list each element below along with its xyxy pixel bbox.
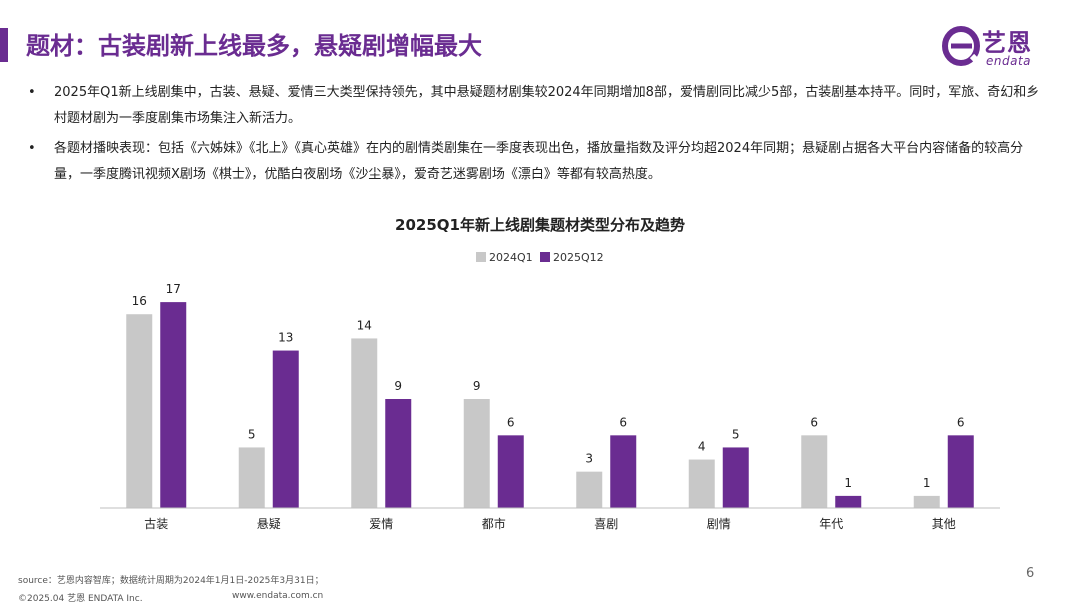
genre-bar-chart: 2025Q1年新上线剧集题材类型分布及趋势 2024Q1 2025Q12 1617… [100,216,1000,531]
value-label-2025Q12-悬疑: 13 [278,331,293,345]
x-tick-label-古装: 古装 [144,516,168,531]
value-label-2024Q1-剧情: 4 [698,440,706,454]
bar-2024Q1-悬疑 [238,447,265,508]
value-label-2025Q12-爱情: 9 [394,379,402,393]
bullet-marker: • [28,85,36,100]
chart-legend: 2024Q1 2025Q12 [476,251,604,264]
value-label-2025Q12-都市: 6 [507,415,515,429]
footer-source: source：艺恩内容智库；数据统计周期为2024年1月1日-2025年3月31… [18,576,324,586]
value-label-2025Q12-年代: 1 [844,476,852,490]
page-number: 6 [1026,566,1035,581]
bar-2025Q12-都市 [497,435,524,508]
x-tick-label-年代: 年代 [819,517,843,531]
logo-name: 艺恩 [982,29,1032,57]
x-tick-label-悬疑: 悬疑 [257,516,281,531]
bar-2025Q12-古装 [160,302,187,508]
footer-url[interactable]: www.endata.com.cn [232,591,324,601]
value-label-2024Q1-喜剧: 3 [585,452,593,466]
value-label-2024Q1-爱情: 14 [357,318,372,332]
bullet-text: 2025年Q1新上线剧集中，古装、悬疑、爱情三大类型保持领先，其中悬疑题材剧集较… [54,85,1040,126]
value-label-2024Q1-古装: 16 [132,294,147,308]
bar-2025Q12-悬疑 [272,350,299,508]
x-tick-label-其他: 其他 [932,517,956,531]
bar-2024Q1-剧情 [688,459,715,508]
bullet-marker: • [28,141,36,156]
value-label-2025Q12-剧情: 5 [732,427,740,441]
title-accent-bar [0,28,8,62]
footer-copyright: ©2025.04 艺恩 ENDATA Inc. [18,594,143,604]
legend-label-2024Q1: 2024Q1 [489,251,533,264]
logo-sub: endata [986,54,1032,68]
x-tick-label-剧情: 剧情 [707,517,731,531]
legend-swatch-2025Q12 [540,252,550,262]
bar-2025Q12-爱情 [385,399,412,508]
x-tick-label-都市: 都市 [482,516,506,531]
value-label-2025Q12-古装: 17 [166,282,181,296]
bar-2024Q1-年代 [801,435,828,508]
bullet-item: • 各题材播映表现：包括《六姊妹》《北上》《真心英雄》在内的剧情类剧集在一季度表… [24,136,1044,188]
x-tick-label-喜剧: 喜剧 [594,517,618,531]
bar-2025Q12-剧情 [722,447,749,508]
bar-2025Q12-年代 [835,495,862,508]
value-label-2024Q1-其他: 1 [923,476,931,490]
bar-2024Q1-爱情 [351,338,378,508]
value-label-2024Q1-都市: 9 [473,379,481,393]
x-tick-labels: 古装 悬疑 爱情 都市 喜剧 剧情 年代 其他 [144,516,956,531]
bar-2024Q1-都市 [463,399,490,508]
bar-2024Q1-古装 [126,314,153,508]
legend-swatch-2024Q1 [476,252,486,262]
chart-title: 2025Q1年新上线剧集题材类型分布及趋势 [395,216,685,234]
bar-2024Q1-喜剧 [576,471,603,508]
value-label-2025Q12-其他: 6 [957,415,965,429]
endata-logo: 艺恩 endata [942,22,1060,74]
x-tick-label-爱情: 爱情 [369,517,393,531]
endata-logo-icon [942,26,981,66]
value-label-2024Q1-年代: 6 [810,415,818,429]
value-label-2025Q12-喜剧: 6 [619,415,627,429]
summary-bullets: • 2025年Q1新上线剧集中，古装、悬疑、爱情三大类型保持领先，其中悬疑题材剧… [24,80,1044,192]
page-title: 题材：古装剧新上线最多，悬疑剧增幅最大 [26,32,482,60]
bullet-item: • 2025年Q1新上线剧集中，古装、悬疑、爱情三大类型保持领先，其中悬疑题材剧… [24,80,1044,132]
bar-2025Q12-喜剧 [610,435,637,508]
bullet-text: 各题材播映表现：包括《六姊妹》《北上》《真心英雄》在内的剧情类剧集在一季度表现出… [54,141,1024,182]
legend-label-2025Q12: 2025Q12 [553,251,604,264]
bar-2024Q1-其他 [913,495,940,508]
value-label-2024Q1-悬疑: 5 [248,427,256,441]
bar-2025Q12-其他 [947,435,974,508]
